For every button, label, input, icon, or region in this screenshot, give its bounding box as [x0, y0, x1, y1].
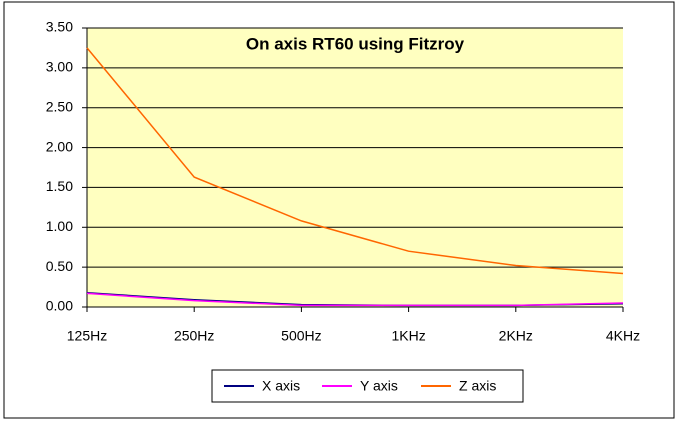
y-tick-label: 0.50: [46, 258, 73, 274]
y-tick-label: 2.50: [46, 98, 73, 114]
legend-label: Y axis: [360, 378, 398, 394]
legend: [211, 369, 524, 403]
y-tick-label: 0.00: [46, 298, 73, 314]
legend-label: Z axis: [459, 378, 496, 394]
x-tick-label: 500Hz: [281, 328, 321, 344]
y-tick-label: 3.00: [46, 59, 73, 75]
chart-title: On axis RT60 using Fitzroy: [246, 34, 465, 53]
x-tick-label: 1KHz: [391, 328, 425, 344]
legend-label: X axis: [262, 378, 300, 394]
x-tick-label: 125Hz: [67, 328, 107, 344]
y-tick-label: 3.50: [46, 19, 73, 35]
x-tick-label: 2KHz: [499, 328, 533, 344]
x-tick-label: 250Hz: [174, 328, 214, 344]
plot-area: [87, 28, 623, 307]
x-tick-label: 4KHz: [606, 328, 640, 344]
series-line: [86, 292, 624, 307]
y-tick-label: 2.00: [46, 138, 73, 154]
y-tick-label: 1.50: [46, 178, 73, 194]
series-line: [86, 47, 624, 275]
y-tick-label: 1.00: [46, 218, 73, 234]
